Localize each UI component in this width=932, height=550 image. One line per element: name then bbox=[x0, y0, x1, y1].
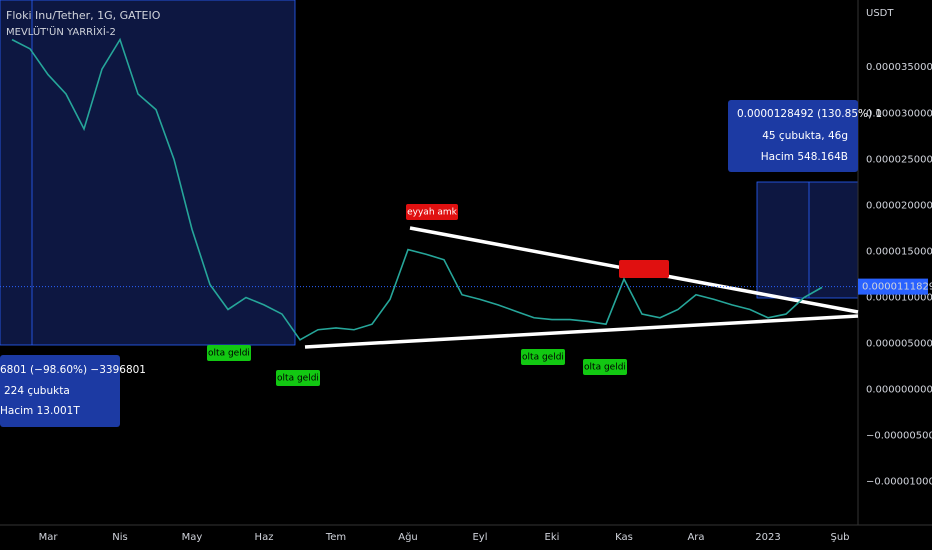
indicator-name: MEVLÜT'ÜN YARRİXİ-2 bbox=[6, 25, 116, 38]
signal-label bbox=[521, 349, 565, 365]
measure-text: 6801 (−98.60%) −3396801 bbox=[0, 364, 146, 376]
y-tick-label: 0.0000150000 bbox=[866, 246, 932, 257]
y-tick-label: 0.0000000000 bbox=[866, 385, 932, 396]
x-tick-label: Nis bbox=[112, 532, 127, 543]
x-tick-label: Haz bbox=[255, 532, 274, 543]
y-tick-label: 0.0000100000 bbox=[866, 293, 932, 304]
axis-unit: USDT bbox=[866, 8, 894, 19]
y-tick-label: 0.0000350000 bbox=[866, 62, 932, 73]
x-tick-label: Ağu bbox=[398, 531, 418, 543]
x-tick-label: Şub bbox=[830, 532, 849, 543]
signal-label bbox=[207, 345, 251, 361]
chart-title: Floki Inu/Tether, 1G, GATEIO bbox=[6, 9, 161, 22]
x-tick-label: May bbox=[182, 532, 203, 543]
box bbox=[0, 355, 120, 427]
signal-text: eyyah amk bbox=[407, 208, 458, 218]
signal-label bbox=[406, 204, 458, 220]
x-tick-label: Mar bbox=[39, 532, 59, 543]
signal-text: olta geldi bbox=[522, 353, 564, 363]
measure-text: 45 çubukta, 46g bbox=[762, 130, 848, 142]
measure-text: Hacim 13.001T bbox=[0, 405, 80, 417]
y-tick-label: 0.0000250000 bbox=[866, 154, 932, 165]
measure-text: Hacim 548.164B bbox=[761, 151, 848, 163]
x-tick-label: Tem bbox=[325, 532, 346, 543]
last-price-label: 0.0000111829 bbox=[862, 282, 932, 293]
trend-line bbox=[304, 314, 859, 349]
x-tick-label: Eyl bbox=[472, 532, 487, 543]
last-price-box bbox=[858, 278, 928, 295]
y-tick-label: 0.0000050000 bbox=[866, 339, 932, 350]
signal-text: olta geldi bbox=[584, 363, 626, 373]
measure-box-right: 0.0000128492 (130.85%) 1 45 çubukta, 46g… bbox=[728, 100, 882, 172]
signal-text: olta geldi bbox=[208, 349, 250, 359]
measure-text: 224 çubukta bbox=[4, 385, 70, 397]
signal-text: olta geldi bbox=[277, 374, 319, 384]
x-tick-label: Kas bbox=[615, 532, 633, 543]
y-tick-label: −0.0000100000 bbox=[866, 477, 932, 488]
signal-label bbox=[619, 260, 669, 278]
x-tick-label: 2023 bbox=[755, 532, 780, 543]
box bbox=[728, 100, 858, 172]
y-tick-label: 0.0000200000 bbox=[866, 200, 932, 211]
x-tick-label: Ara bbox=[687, 532, 704, 543]
signal-label bbox=[276, 370, 320, 386]
y-tick-label: −0.0000050000 bbox=[866, 431, 932, 442]
measure-box-left: 6801 (−98.60%) −3396801 224 çubukta Haci… bbox=[0, 355, 146, 427]
signal-label bbox=[583, 359, 627, 375]
measure-region bbox=[756, 181, 859, 299]
price-line bbox=[11, 37, 823, 341]
measure-region bbox=[0, 0, 296, 346]
measure-text: 0.0000128492 (130.85%) 1 bbox=[737, 108, 882, 120]
x-tick-label: Eki bbox=[545, 532, 560, 543]
y-tick-label: 0.0000300000 bbox=[866, 108, 932, 119]
